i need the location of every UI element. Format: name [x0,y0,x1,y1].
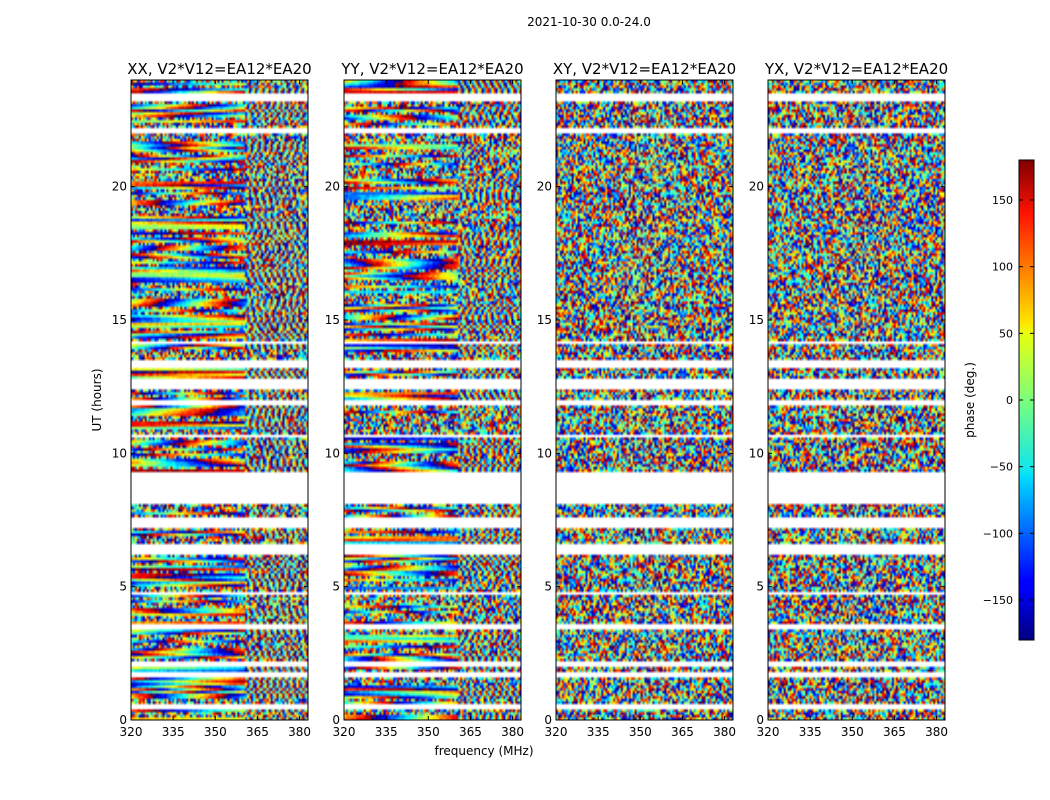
colorbar-label: phase (deg.) [963,362,977,438]
x-tick-label: 350 [841,725,864,739]
colorbar-tick-label: −150 [983,594,1013,607]
y-tick-label: 15 [749,313,764,327]
panel-frame [555,79,734,721]
panel-title: XX, V2*V12=EA12*EA20 [127,60,311,78]
panel-xx-heatmap [131,80,308,720]
y-tick-label: 20 [749,180,764,194]
panel-yx: YX, V2*V12=EA12*EA20 320 335 350 365 380 0 5 10 1… [749,60,948,739]
figure-title: 2021-10-30 0.0-24.0 [527,15,651,29]
x-axis-label: frequency (MHz) [434,744,533,758]
y-tick-label: 5 [332,580,340,594]
y-axis-label: UT (hours) [90,368,104,431]
y-tick-label: 10 [325,446,340,460]
colorbar-tick-label: 150 [992,194,1013,207]
panel-title: XY, V2*V12=EA12*EA20 [553,60,736,78]
x-tick-label: 380 [925,725,948,739]
panel-frame [130,79,309,721]
y-tick-label: 10 [537,446,552,460]
y-tick-label: 0 [756,713,764,727]
y-tick-label: 0 [119,713,127,727]
y-tick-label: 5 [544,580,552,594]
x-tick-label: 350 [204,725,227,739]
y-tick-label: 0 [332,713,340,727]
y-tick-label: 15 [112,313,127,327]
panel-xy: XY, V2*V12=EA12*EA20 320 335 350 365 380 0 5 10 1… [537,60,736,739]
panel-xx: XX, V2*V12=EA12*EA20 320 335 350 365 380 0 5 10 1… [112,60,312,739]
colorbar-tick-label: 100 [992,261,1013,274]
panel-title: YX, V2*V12=EA12*EA20 [764,60,948,78]
x-tick-label: 365 [883,725,906,739]
y-tick-label: 20 [325,180,340,194]
x-tick-label: 380 [713,725,736,739]
x-tick-label: 335 [162,725,185,739]
colorbar-tick-label: 0 [1006,394,1013,407]
y-tick-label: 0 [544,713,552,727]
x-tick-label: 380 [288,725,311,739]
y-tick-label: 20 [537,180,552,194]
panel-yx-heatmap [768,80,945,720]
y-tick-label: 15 [537,313,552,327]
x-tick-label: 335 [587,725,610,739]
colorbar-tick-label: 50 [999,327,1013,340]
x-tick-label: 380 [501,725,524,739]
y-tick-label: 10 [112,446,127,460]
panel-xy-heatmap [556,80,733,720]
x-tick-label: 350 [629,725,652,739]
colorbar-tick-label: −50 [990,461,1013,474]
panel-frame [343,79,522,721]
x-tick-label: 365 [671,725,694,739]
panels: XX, V2*V12=EA12*EA20 320 335 350 365 380 0 5 10 1… [112,60,948,739]
y-tick-label: 5 [119,580,127,594]
panel-yy: YY, V2*V12=EA12*EA20 320 335 350 365 380 0 5 10 1… [325,60,524,739]
colorbar-tick-label: −100 [983,527,1013,540]
y-tick-label: 20 [112,180,127,194]
y-tick-label: 15 [325,313,340,327]
x-tick-label: 320 [333,725,356,739]
x-tick-label: 335 [799,725,822,739]
panel-frame [767,79,946,721]
x-tick-label: 365 [459,725,482,739]
x-tick-label: 320 [120,725,143,739]
x-tick-label: 320 [757,725,780,739]
x-tick-label: 335 [375,725,398,739]
colorbar: 150 100 50 0 −50 −100 −150 [983,159,1035,641]
panel-title: YY, V2*V12=EA12*EA20 [340,60,523,78]
y-tick-label: 5 [756,580,764,594]
x-tick-label: 320 [545,725,568,739]
x-tick-label: 365 [246,725,269,739]
panel-yy-heatmap [344,80,521,720]
y-tick-label: 10 [749,446,764,460]
x-tick-label: 350 [417,725,440,739]
